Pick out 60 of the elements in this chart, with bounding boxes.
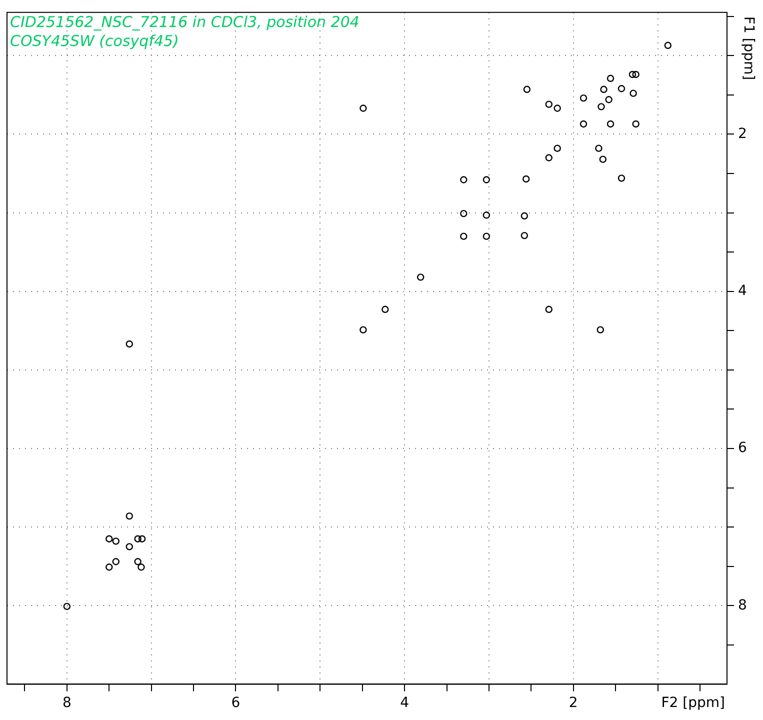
point bbox=[460, 176, 468, 184]
point bbox=[112, 558, 120, 566]
point bbox=[360, 104, 367, 112]
point bbox=[382, 306, 389, 314]
point bbox=[628, 70, 636, 78]
x-tick-label: 8 bbox=[62, 695, 72, 712]
point bbox=[580, 120, 588, 128]
point bbox=[417, 274, 424, 281]
point bbox=[482, 176, 490, 184]
point bbox=[545, 306, 552, 314]
y-tick-label: 8 bbox=[738, 597, 747, 614]
y-tick-label: 4 bbox=[738, 282, 747, 299]
point bbox=[106, 564, 113, 571]
point bbox=[598, 103, 605, 110]
point bbox=[460, 232, 468, 240]
x-tick-label: 4 bbox=[400, 695, 410, 712]
point bbox=[606, 120, 614, 128]
point bbox=[106, 535, 113, 542]
y-axis-title: F1 [ppm] bbox=[740, 16, 756, 80]
point bbox=[606, 74, 614, 82]
point bbox=[595, 144, 602, 152]
point bbox=[664, 42, 672, 49]
point bbox=[618, 85, 626, 92]
point bbox=[138, 564, 145, 571]
point bbox=[126, 340, 133, 348]
point bbox=[460, 210, 468, 218]
point bbox=[360, 326, 367, 334]
x-tick-label: 6 bbox=[231, 695, 240, 712]
point bbox=[632, 120, 640, 128]
x-tick-label: 2 bbox=[568, 695, 578, 712]
point bbox=[112, 538, 120, 545]
point bbox=[520, 212, 528, 220]
point bbox=[618, 174, 626, 182]
y-tick-label: 2 bbox=[738, 126, 747, 142]
point bbox=[554, 104, 561, 112]
point bbox=[545, 100, 552, 108]
point bbox=[605, 96, 612, 104]
point bbox=[554, 144, 561, 152]
point bbox=[630, 90, 637, 97]
y-tick-label: 6 bbox=[738, 440, 747, 456]
point bbox=[580, 94, 588, 102]
point bbox=[126, 512, 133, 520]
text: COSY45SW (cosyqf45) bbox=[10, 32, 179, 50]
point bbox=[545, 154, 552, 162]
point bbox=[63, 602, 71, 610]
point bbox=[126, 543, 133, 550]
point bbox=[523, 86, 531, 93]
point bbox=[134, 558, 142, 566]
point bbox=[599, 156, 607, 163]
point bbox=[632, 70, 640, 78]
point bbox=[138, 535, 146, 542]
chart-title: CID251562_NSC_72116 in CDCl3, position 204 bbox=[10, 12, 360, 31]
point bbox=[600, 86, 608, 93]
point bbox=[522, 175, 530, 183]
point bbox=[134, 535, 142, 542]
point bbox=[596, 326, 604, 334]
point bbox=[482, 232, 490, 240]
point bbox=[482, 212, 490, 219]
point bbox=[520, 232, 528, 240]
x-axis-title: F2 [ppm] bbox=[661, 694, 725, 711]
